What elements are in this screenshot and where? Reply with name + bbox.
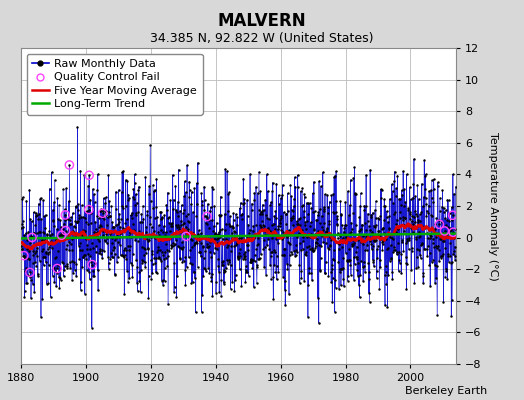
Point: [57, 232, 66, 238]
Point: [449, 212, 457, 218]
Point: [65, 162, 73, 168]
Point: [203, 213, 211, 220]
Point: [26, 269, 34, 276]
Point: [99, 210, 107, 216]
Point: [20, 252, 28, 259]
Point: [435, 221, 444, 228]
Y-axis label: Temperature Anomaly (°C): Temperature Anomaly (°C): [488, 132, 498, 280]
Text: MALVERN: MALVERN: [217, 12, 307, 30]
Text: Berkeley Earth: Berkeley Earth: [405, 386, 487, 396]
Point: [85, 172, 93, 178]
Point: [182, 233, 190, 240]
Point: [449, 229, 457, 236]
Legend: Raw Monthly Data, Quality Control Fail, Five Year Moving Average, Long-Term Tren: Raw Monthly Data, Quality Control Fail, …: [27, 54, 203, 115]
Point: [53, 265, 61, 272]
Point: [88, 261, 96, 268]
Text: 34.385 N, 92.822 W (United States): 34.385 N, 92.822 W (United States): [150, 32, 374, 45]
Point: [61, 228, 70, 234]
Point: [28, 234, 36, 241]
Point: [85, 206, 93, 213]
Point: [440, 228, 449, 234]
Point: [61, 212, 70, 218]
